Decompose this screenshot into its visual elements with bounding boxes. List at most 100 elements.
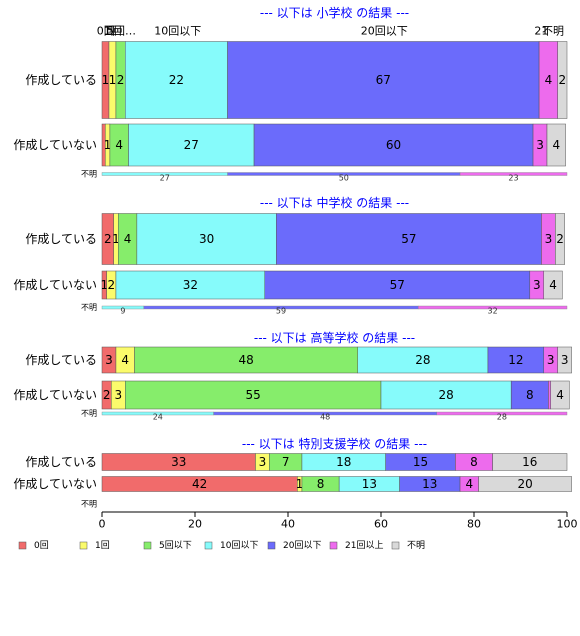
data-label: 4 <box>552 138 560 152</box>
data-label: 1 <box>104 138 112 152</box>
bar-segment <box>557 346 572 374</box>
data-label: 8 <box>526 388 534 402</box>
data-label: 3 <box>545 232 553 246</box>
bar-segment <box>134 346 358 374</box>
top-category-label: 0回 <box>97 25 115 38</box>
bar-segment <box>555 213 565 265</box>
data-label: 67 <box>376 73 391 87</box>
data-label: 1 <box>101 278 109 292</box>
legend-label: 21回以上 <box>345 540 383 551</box>
data-label: 20 <box>518 477 533 491</box>
legend-swatch <box>79 541 88 550</box>
bar-segment <box>487 346 545 374</box>
unknown-data-label: 48 <box>320 413 330 422</box>
top-category-label: 10回以下 <box>154 25 201 38</box>
x-tick-label: 60 <box>374 518 388 531</box>
data-label: 13 <box>362 477 377 491</box>
row-label: 作成している <box>25 353 97 367</box>
data-label: 57 <box>401 232 416 246</box>
x-tick-label: 100 <box>557 518 578 531</box>
bar-segment <box>546 123 566 167</box>
legend-label: 5回以下 <box>159 540 192 551</box>
legend-label: 0回 <box>34 540 49 551</box>
unknown-row-label: 不明 <box>81 170 97 179</box>
unknown-data-label: 27 <box>160 174 170 183</box>
row-label: 作成していない <box>13 477 97 491</box>
data-label: 8 <box>317 477 325 491</box>
data-label: 30 <box>199 232 214 246</box>
data-label: 2 <box>556 232 564 246</box>
data-label: 22 <box>169 73 184 87</box>
bar-segment <box>492 453 568 471</box>
data-label: 32 <box>183 278 198 292</box>
row-label: 作成している <box>25 455 97 469</box>
data-label: 3 <box>259 455 267 469</box>
x-tick-label: 40 <box>281 518 295 531</box>
unknown-bar-segment <box>436 411 568 416</box>
data-label: 4 <box>549 278 557 292</box>
data-label: 3 <box>114 388 122 402</box>
top-category-label: 5回… <box>107 25 136 38</box>
data-label: 1 <box>112 232 120 246</box>
data-label: 2 <box>103 388 111 402</box>
data-label: 27 <box>184 138 199 152</box>
panel-3: --- 以下は 高等学校 の結果 ---作成している 3 4 48 28 12 3 3作成して… <box>13 330 572 422</box>
bar-segment <box>227 41 540 119</box>
unknown-row-label: 不明 <box>81 500 97 509</box>
top-category-label: 20回以下 <box>361 25 408 38</box>
legend: 0回 1回 5回以下 10回以下 20回以下 21回以上 不明 <box>18 540 425 551</box>
panel-2: --- 以下は 中学校 の結果 ---作成している 2 1 4 30 57 3 2作成していな… <box>13 195 568 316</box>
bar-segment <box>543 270 563 300</box>
data-label: 4 <box>545 73 553 87</box>
panel-4: --- 以下は 特別支援学校 の結果 ---作成している 33 3 7 18 15 8 16作… <box>13 436 572 509</box>
bar-segment <box>510 380 549 410</box>
data-label: 1 <box>296 477 304 491</box>
data-label: 2 <box>104 232 112 246</box>
data-label: 12 <box>508 353 523 367</box>
data-label: 3 <box>547 353 555 367</box>
bar-segment <box>357 346 489 374</box>
unknown-data-label: 50 <box>339 174 349 183</box>
unknown-row-label: 不明 <box>81 409 97 418</box>
legend-label: 20回以下 <box>283 540 321 551</box>
panel-title: --- 以下は 中学校 の結果 --- <box>260 195 409 210</box>
data-label: 28 <box>415 353 430 367</box>
data-label: 28 <box>438 388 453 402</box>
bar-segment <box>380 380 512 410</box>
bar-segment <box>264 270 531 300</box>
legend-swatch <box>204 541 213 550</box>
data-label: 3 <box>561 353 569 367</box>
data-label: 57 <box>390 278 405 292</box>
data-label: 4 <box>115 138 123 152</box>
data-label: 33 <box>171 455 186 469</box>
row-label: 作成していない <box>13 388 97 402</box>
panel-title: --- 以下は 特別支援学校 の結果 --- <box>242 436 427 451</box>
unknown-data-label: 23 <box>508 174 518 183</box>
legend-swatch <box>267 541 276 550</box>
data-label: 1 <box>102 73 110 87</box>
bar-segment <box>478 476 572 492</box>
data-label: 4 <box>556 388 564 402</box>
x-axis: 0 20 40 60 80 100 <box>99 511 578 531</box>
bar-segment <box>125 380 382 410</box>
unknown-data-label: 24 <box>153 413 163 422</box>
bar-segment <box>115 270 265 300</box>
bar-segment <box>550 380 570 410</box>
bar-segment <box>276 213 542 265</box>
data-label: 48 <box>239 353 254 367</box>
row-label: 作成している <box>25 232 97 246</box>
bar-segment <box>253 123 534 167</box>
bar-segment <box>557 41 568 119</box>
data-label: 3 <box>533 278 541 292</box>
x-tick-label: 0 <box>99 518 106 531</box>
data-label: 2 <box>117 73 125 87</box>
unknown-bar-segment <box>459 172 568 176</box>
legend-label: 不明 <box>407 540 425 551</box>
row-label: 作成していない <box>13 138 97 152</box>
data-label: 2 <box>107 278 115 292</box>
unknown-data-label: 32 <box>488 307 498 316</box>
data-label: 8 <box>470 455 478 469</box>
data-label: 4 <box>121 353 129 367</box>
row-label: 作成している <box>25 73 97 87</box>
